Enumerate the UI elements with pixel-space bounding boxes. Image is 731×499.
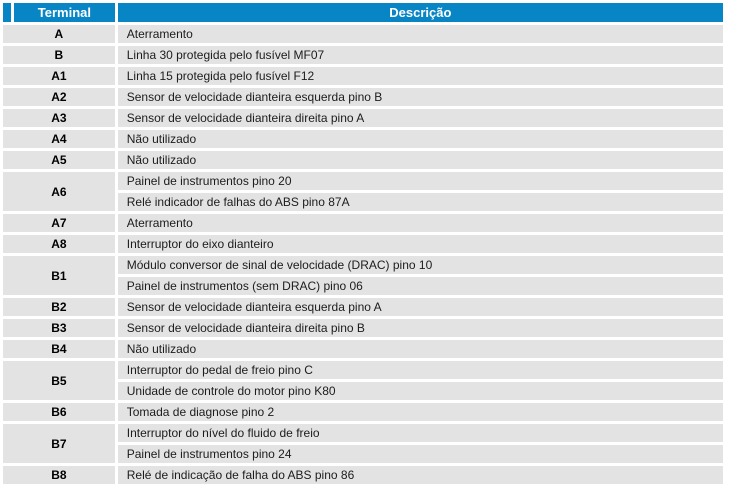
description-cell: Unidade de controle do motor pino K80 <box>117 382 723 400</box>
table-row: B2 Sensor de velocidade dianteira esquerd… <box>3 298 723 316</box>
terminal-cell: A3 <box>3 109 115 127</box>
table-row: A5 Não utilizado <box>3 151 723 169</box>
description-cell: Aterramento <box>117 214 723 232</box>
terminal-cell: A8 <box>3 235 115 253</box>
description-cell: Relé de indicação de falha do ABS pino 8… <box>117 466 723 484</box>
table-row: B7 Interruptor do nível do fluido de frei… <box>3 424 723 463</box>
table-row: Unidade de controle do motor pino K80 <box>3 382 723 400</box>
description-cell: Aterramento <box>117 25 723 43</box>
description-cell: Módulo conversor de sinal de velocidade … <box>117 256 723 274</box>
terminal-table: Terminal Descrição A Aterramento B Linha 30… <box>3 3 723 484</box>
description-cell: Relé indicador de falhas do ABS pino 87A <box>117 193 723 211</box>
table-row: B1 Módulo conversor de sinal de velocidad… <box>3 256 723 295</box>
terminal-cell: B4 <box>3 340 115 358</box>
description-cell: Sensor de velocidade dianteira esquerda … <box>117 88 723 106</box>
table-row: A4 Não utilizado <box>3 130 723 148</box>
terminal-cell: B7 <box>3 424 115 463</box>
table-row: Painel de instrumentos (sem DRAC) pino 0… <box>3 277 723 295</box>
table-row: B4 Não utilizado <box>3 340 723 358</box>
description-cell: Painel de instrumentos pino 20 <box>117 172 723 190</box>
terminal-cell: A7 <box>3 214 115 232</box>
description-cell: Sensor de velocidade dianteira direita p… <box>117 109 723 127</box>
table-row: A Aterramento <box>3 25 723 43</box>
table-row: Relé indicador de falhas do ABS pino 87A <box>3 193 723 211</box>
table-body: A Aterramento B Linha 30 protegida pelo fus… <box>3 25 723 484</box>
table-row: A3 Sensor de velocidade dianteira direita… <box>3 109 723 127</box>
table-row: B5 Interruptor do pedal de freio pino C <box>3 361 723 400</box>
description-cell: Não utilizado <box>117 130 723 148</box>
column-header-terminal: Terminal <box>14 3 115 22</box>
table-row: A1 Linha 15 protegida pelo fusível F12 <box>3 67 723 85</box>
table-row: B6 Tomada de diagnose pino 2 <box>3 403 723 421</box>
column-header-descricao: Descrição <box>117 3 723 22</box>
description-cell: Interruptor do eixo dianteiro <box>117 235 723 253</box>
terminal-cell: A6 <box>3 172 115 211</box>
description-cell: Sensor de velocidade dianteira direita p… <box>117 319 723 337</box>
table-row: A8 Interruptor do eixo dianteiro <box>3 235 723 253</box>
description-cell: Interruptor do nível do fluido de freio <box>117 424 723 442</box>
description-cell: Painel de instrumentos pino 24 <box>117 445 723 463</box>
table-row: B3 Sensor de velocidade dianteira direita… <box>3 319 723 337</box>
terminal-cell: A4 <box>3 130 115 148</box>
terminal-cell: A2 <box>3 88 115 106</box>
table-row: A7 Aterramento <box>3 214 723 232</box>
description-cell: Não utilizado <box>117 151 723 169</box>
table-row: A6 Painel de instrumentos pino 20 <box>3 172 723 211</box>
terminal-cell: B6 <box>3 403 115 421</box>
table-row: A2 Sensor de velocidade dianteira esquerd… <box>3 88 723 106</box>
terminal-cell: B2 <box>3 298 115 316</box>
description-cell: Interruptor do pedal de freio pino C <box>117 361 723 379</box>
terminal-cell: B3 <box>3 319 115 337</box>
header-corner-cell <box>3 3 12 22</box>
header-row: Terminal Descrição <box>3 3 723 22</box>
description-cell: Tomada de diagnose pino 2 <box>117 403 723 421</box>
terminal-cell: B5 <box>3 361 115 400</box>
terminal-cell: B8 <box>3 466 115 484</box>
terminal-cell: A <box>3 25 115 43</box>
table-row: B Linha 30 protegida pelo fusível MF07 <box>3 46 723 64</box>
description-cell: Linha 15 protegida pelo fusível F12 <box>117 67 723 85</box>
terminal-cell: B <box>3 46 115 64</box>
description-cell: Painel de instrumentos (sem DRAC) pino 0… <box>117 277 723 295</box>
description-cell: Linha 30 protegida pelo fusível MF07 <box>117 46 723 64</box>
terminal-cell: B1 <box>3 256 115 295</box>
terminal-cell: A1 <box>3 67 115 85</box>
table-row: B8 Relé de indicação de falha do ABS pino… <box>3 466 723 484</box>
table-row: Painel de instrumentos pino 24 <box>3 445 723 463</box>
description-cell: Sensor de velocidade dianteira esquerda … <box>117 298 723 316</box>
description-cell: Não utilizado <box>117 340 723 358</box>
terminal-cell: A5 <box>3 151 115 169</box>
